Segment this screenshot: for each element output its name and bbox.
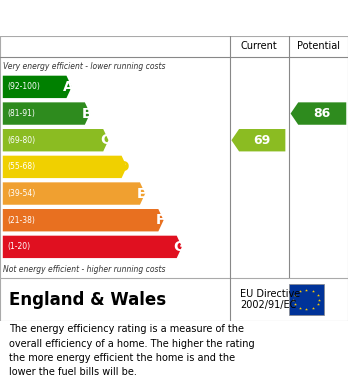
Text: Potential: Potential [297,41,340,51]
Text: Not energy efficient - higher running costs: Not energy efficient - higher running co… [3,265,166,274]
Text: E: E [137,187,147,201]
Polygon shape [291,102,346,125]
Polygon shape [3,156,127,178]
Text: Current: Current [241,41,278,51]
Text: (69-80): (69-80) [7,136,35,145]
Text: (21-38): (21-38) [7,216,35,225]
Text: C: C [100,133,110,147]
Text: Energy Efficiency Rating: Energy Efficiency Rating [9,9,238,27]
Text: (81-91): (81-91) [7,109,35,118]
Text: The energy efficiency rating is a measure of the
overall efficiency of a home. T: The energy efficiency rating is a measur… [9,324,254,377]
Polygon shape [3,129,109,151]
Text: England & Wales: England & Wales [9,291,166,308]
Text: B: B [81,106,92,120]
Text: (92-100): (92-100) [7,83,40,91]
Polygon shape [3,209,164,231]
Text: Very energy efficient - lower running costs: Very energy efficient - lower running co… [3,62,166,71]
Text: G: G [173,240,184,254]
Text: EU Directive: EU Directive [240,289,300,299]
Text: (39-54): (39-54) [7,189,35,198]
Text: A: A [63,80,73,94]
Polygon shape [3,76,72,98]
Text: 86: 86 [314,107,331,120]
Text: D: D [118,160,129,174]
Polygon shape [231,129,285,151]
Bar [289,284,324,315]
Polygon shape [3,236,182,258]
Text: (1-20): (1-20) [7,242,30,251]
Polygon shape [3,182,145,205]
Text: F: F [155,213,165,227]
Polygon shape [3,102,90,125]
Text: 69: 69 [254,134,271,147]
Text: (55-68): (55-68) [7,162,35,171]
Text: 2002/91/EC: 2002/91/EC [240,300,296,310]
